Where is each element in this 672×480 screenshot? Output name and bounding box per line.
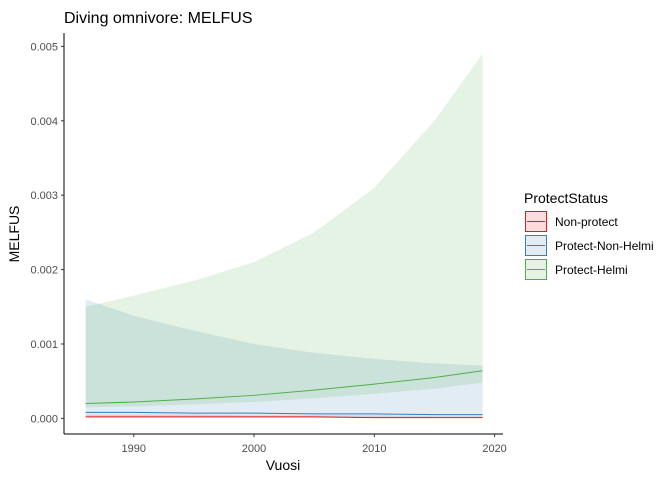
legend-label-protect-helmi: Protect-Helmi <box>555 263 628 277</box>
y-tick-label: 0.005 <box>30 41 58 53</box>
x-tick-label: 2010 <box>362 443 386 455</box>
legend-label-non-protect: Non-protect <box>555 215 618 229</box>
y-axis-ticks: 0.000 0.001 0.002 0.003 0.004 0.005 <box>30 41 64 425</box>
y-tick-label: 0.003 <box>30 190 58 202</box>
band-protect-helmi <box>85 53 483 408</box>
y-axis-title: MELFUS <box>6 206 22 263</box>
x-tick-label: 2020 <box>482 443 506 455</box>
x-tick-label: 1990 <box>122 443 146 455</box>
band-protect-non-helmi <box>85 299 483 417</box>
line-non-protect <box>85 416 483 419</box>
chart-title: Diving omnivore: MELFUS <box>64 10 253 27</box>
line-protect-helmi <box>85 370 483 404</box>
y-tick-label: 0.001 <box>30 339 58 351</box>
y-tick-label: 0.004 <box>30 116 58 128</box>
confidence-bands <box>85 53 483 418</box>
legend-key-protect-non-helmi <box>525 235 547 256</box>
legend-key-protect-helmi <box>525 259 547 280</box>
y-tick-label: 0.002 <box>30 265 58 277</box>
x-axis-title: Vuosi <box>266 457 301 473</box>
x-axis-ticks: 1990 2000 2010 2020 <box>122 434 507 455</box>
y-tick-label: 0.000 <box>30 413 58 425</box>
legend-label-protect-non-helmi: Protect-Non-Helmi <box>555 239 654 253</box>
series-lines <box>85 370 483 419</box>
legend: ProtectStatus Non-protect Protect-Non-Hel… <box>524 190 654 280</box>
line-protect-non-helmi <box>85 411 483 416</box>
legend-key-non-protect <box>525 211 547 232</box>
legend-title: ProtectStatus <box>524 190 608 206</box>
x-tick-label: 2000 <box>242 443 266 455</box>
